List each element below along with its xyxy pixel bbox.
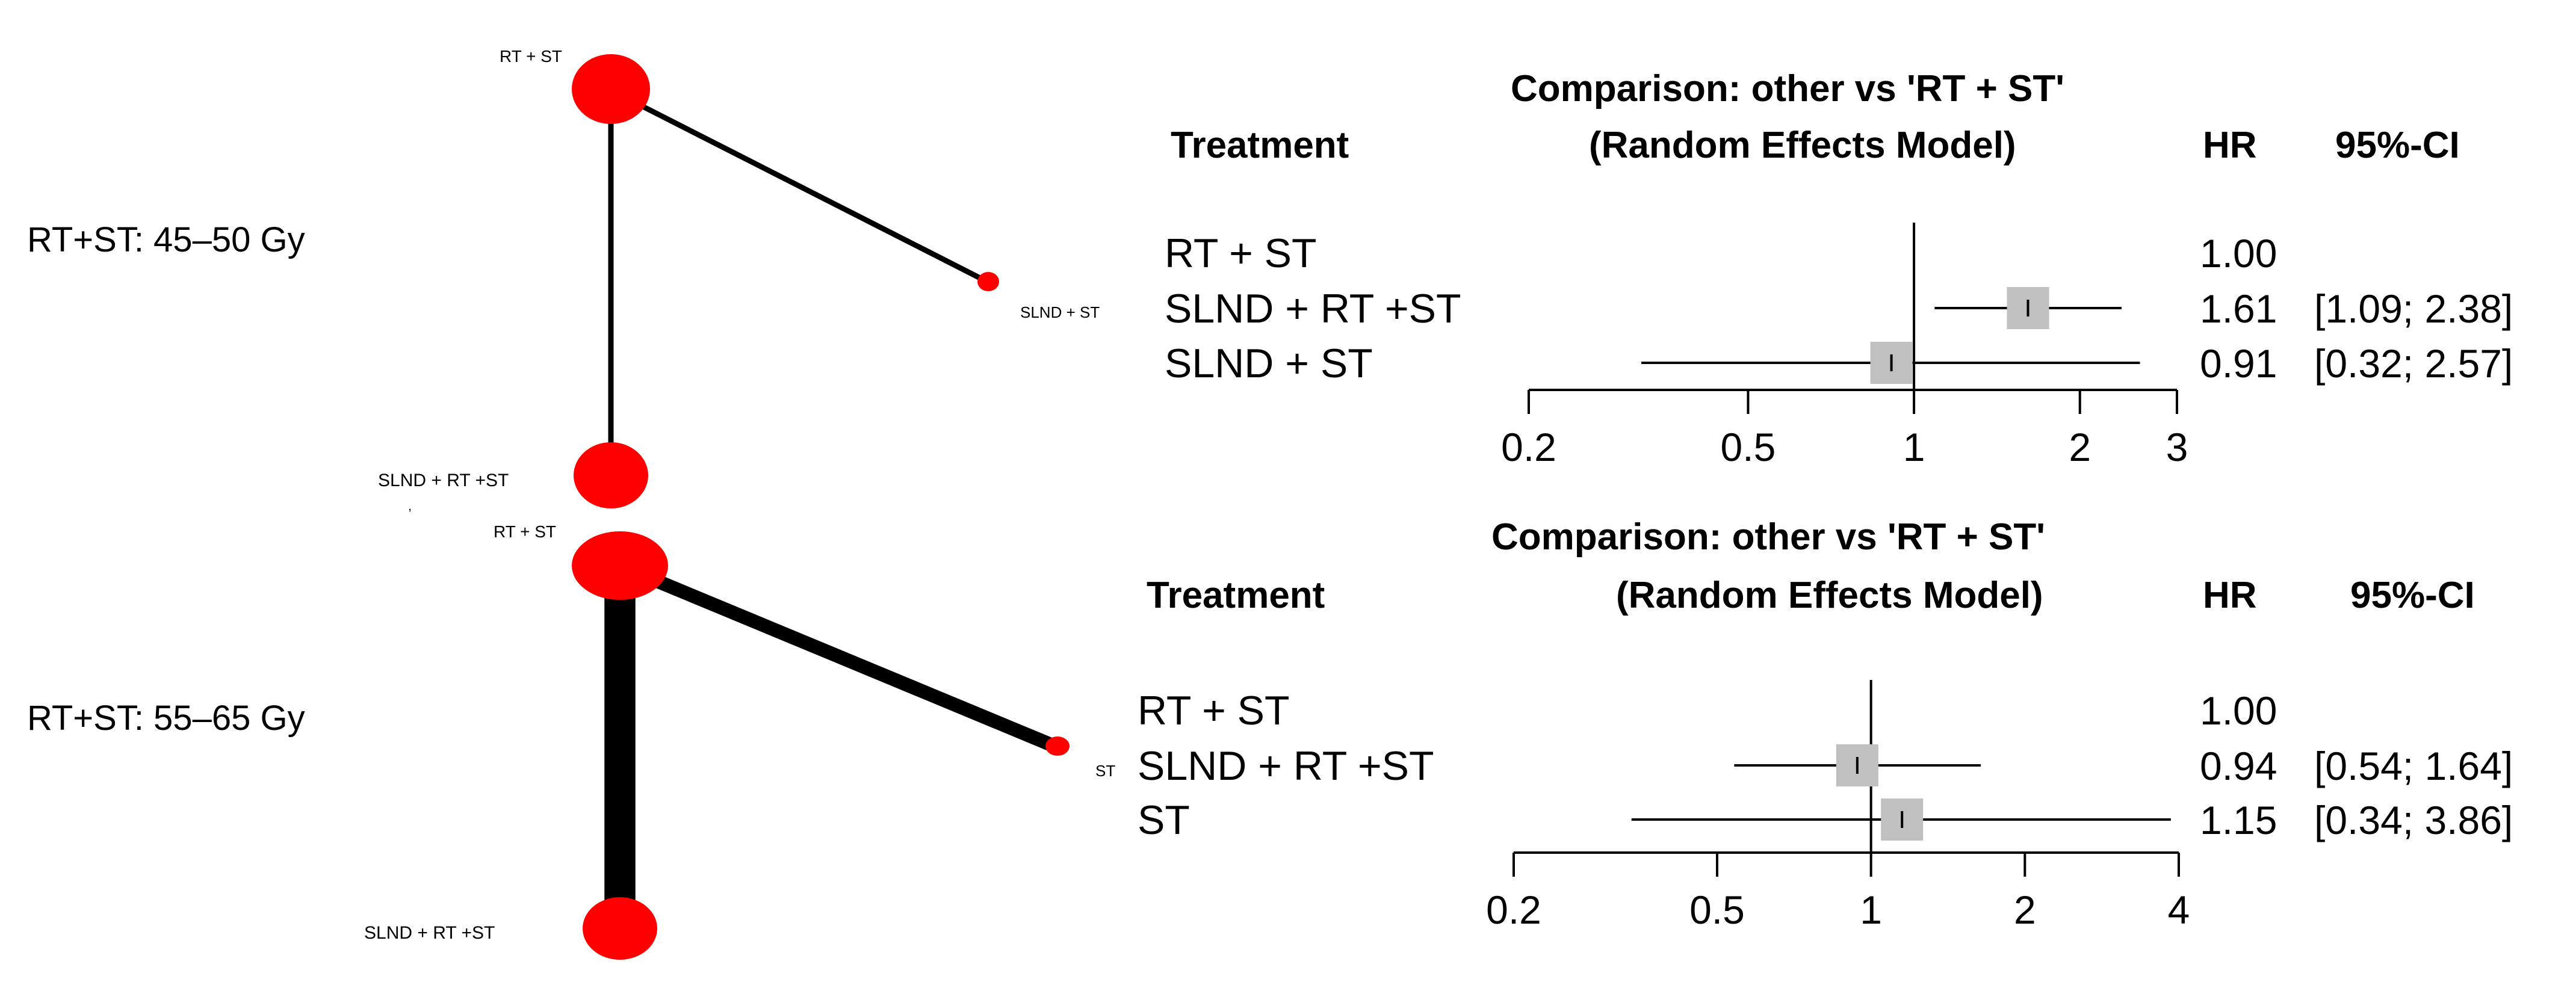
forest-bottom-x-tick-label: 1 [1860, 888, 1882, 932]
forest-plot-top: Comparison: other vs 'RT + ST' (Random E… [1165, 68, 2513, 469]
forest-bottom-row-hr: 0.94 [2200, 744, 2277, 788]
edge-rtst-st [617, 559, 1057, 753]
node-label-rtst-top: RT + ST [500, 47, 562, 66]
panel-label-bottom-text: RT+ST: 55–65 Gy [27, 699, 305, 738]
forest-top-x-tick-label: 0.2 [1501, 425, 1556, 469]
forest-top-x-tick-label: 1 [1903, 425, 1925, 469]
network-bottom: RT + ST ST SLND + RT +ST [364, 522, 1115, 960]
forest-bottom-col-hr: HR [2203, 575, 2257, 616]
forest-bottom-title: Comparison: other vs 'RT + ST' [1491, 516, 2045, 558]
node-st [1045, 736, 1070, 756]
node-rtst-top [572, 54, 650, 124]
forest-top-title: Comparison: other vs 'RT + ST' [1511, 68, 2064, 110]
node-label-slndrtst-bottom: SLND + RT +ST [364, 923, 495, 943]
faint-mark: , [408, 498, 412, 513]
forest-bottom-row-treatment: SLND + RT +ST [1138, 743, 1434, 789]
forest-top-row-treatment: SLND + RT +ST [1165, 286, 1461, 332]
forest-top-row-treatment: RT + ST [1165, 230, 1317, 276]
forest-top-col-treatment: Treatment [1171, 125, 1349, 166]
forest-top-col-ci: 95%-CI [2335, 125, 2460, 166]
node-rtst-bottom [572, 531, 668, 600]
forest-top-x-tick-label: 2 [2069, 425, 2091, 469]
forest-top-subtitle: (Random Effects Model) [1589, 125, 2016, 166]
edge-rtst-slndst [609, 87, 989, 285]
forest-top-row-hr: 1.61 [2200, 286, 2277, 331]
panel-label-top: RT+ST: 45–50 Gy [0, 205, 385, 283]
forest-top-x-tick-label: 3 [2166, 425, 2188, 469]
forest-top-col-hr: HR [2203, 125, 2257, 166]
forest-bottom-x-tick-label: 2 [2014, 888, 2036, 932]
forest-bottom-row-hr: 1.15 [2200, 798, 2277, 842]
forest-bottom-col-ci: 95%-CI [2350, 575, 2475, 616]
forest-bottom-col-treatment: Treatment [1147, 575, 1325, 616]
forest-bottom-row-treatment: ST [1138, 797, 1190, 843]
forest-top-row-ci: [1.09; 2.38] [2314, 286, 2513, 331]
forest-top-x-tick-label: 0.5 [1721, 425, 1776, 469]
forest-plot-bottom: Comparison: other vs 'RT + ST' (Random E… [1138, 516, 2513, 932]
forest-top-row-treatment: SLND + ST [1165, 341, 1373, 386]
node-label-rtst-bottom: RT + ST [494, 522, 556, 541]
node-label-slndst: SLND + ST [1020, 303, 1100, 321]
node-slndst [977, 272, 999, 291]
forest-bottom-row-ci: [0.34; 3.86] [2314, 798, 2513, 842]
forest-bottom-row-treatment: RT + ST [1138, 688, 1290, 733]
node-slndrtst-top [574, 442, 648, 508]
forest-bottom-subtitle: (Random Effects Model) [1616, 575, 2043, 616]
panel-label-bottom: RT+ST: 55–65 Gy [0, 680, 385, 758]
node-slndrtst-bottom [583, 897, 657, 960]
forest-bottom-row-hr: 1.00 [2200, 688, 2277, 733]
forest-bottom-row-ci: [0.54; 1.64] [2314, 744, 2513, 788]
node-label-slndrtst-top: SLND + RT +ST [378, 471, 509, 490]
forest-top-row-ci: [0.32; 2.57] [2314, 341, 2513, 386]
forest-top-row-hr: 0.91 [2200, 341, 2277, 386]
panel-label-top-text: RT+ST: 45–50 Gy [27, 220, 305, 259]
forest-bottom-x-tick-label: 4 [2168, 888, 2190, 932]
forest-top-row-hr: 1.00 [2200, 231, 2277, 276]
node-label-st: ST [1095, 762, 1115, 780]
network-top: RT + ST SLND + ST SLND + RT +ST , [378, 47, 1100, 513]
forest-bottom-x-tick-label: 0.5 [1689, 888, 1745, 932]
forest-bottom-x-tick-label: 0.2 [1486, 888, 1541, 932]
